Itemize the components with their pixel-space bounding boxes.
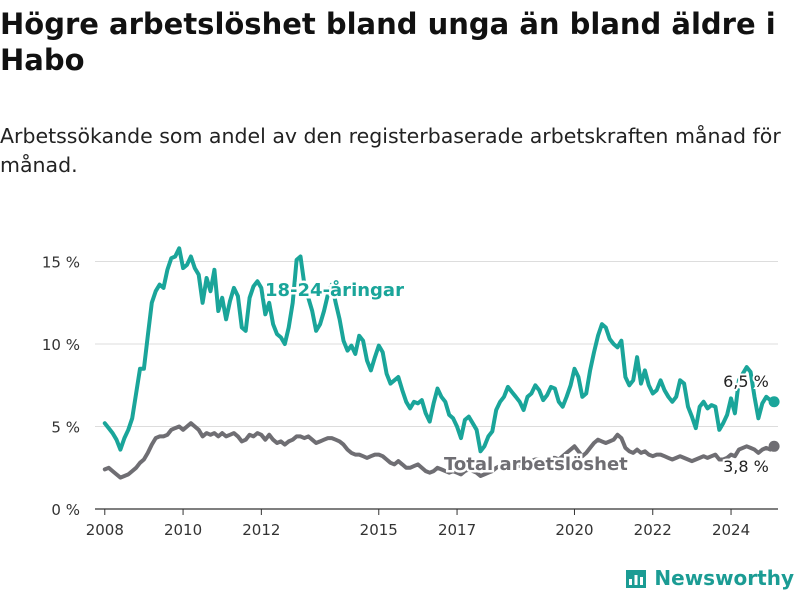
brand-name: Newsworthy <box>654 566 794 590</box>
y-tick-label: 0 % <box>51 501 80 519</box>
newsworthy-logo-icon <box>626 570 647 588</box>
grid-lines <box>95 261 778 427</box>
end-label-total: 3,8 % <box>723 457 769 476</box>
series-label-18-24: 18-24-åringar <box>265 279 404 301</box>
series-line-total-end-point <box>768 440 780 452</box>
series-label-total: Total arbetslöshet <box>444 454 628 475</box>
x-tick-label: 2012 <box>242 521 280 539</box>
x-tick-label: 2010 <box>164 521 202 539</box>
x-tick-label: 2022 <box>634 521 672 539</box>
y-tick-label: 5 % <box>51 419 80 437</box>
end-label-18-24: 6,5 % <box>723 372 769 391</box>
y-axis-ticks: 0 % 5 % 10 % 15 % <box>42 254 80 520</box>
x-tick-label: 2020 <box>555 521 593 539</box>
x-tick-label: 2017 <box>438 521 476 539</box>
x-tick-label: 2008 <box>86 521 124 539</box>
chart-subtitle: Arbetssökande som andel av den registerb… <box>0 124 781 177</box>
y-tick-label: 10 % <box>42 336 80 354</box>
x-tick-label: 2024 <box>712 521 750 539</box>
series-line-total <box>102 421 777 480</box>
series-layer <box>102 246 780 480</box>
series-line-18-24-end-point <box>768 396 780 408</box>
chart-title: Högre arbetslöshet bland unga än bland ä… <box>0 7 776 77</box>
x-tick-label: 2015 <box>360 521 398 539</box>
series-labels: 18-24-åringar 6,5 % Total arbetslöshet 3,8 … <box>263 277 771 479</box>
x-axis: 2008 2010 2012 2015 2017 2020 2022 2024 <box>86 508 778 539</box>
brand-logo: Newsworthy <box>624 566 794 590</box>
series-line-18-24 <box>102 246 777 454</box>
y-tick-label: 15 % <box>42 254 80 272</box>
